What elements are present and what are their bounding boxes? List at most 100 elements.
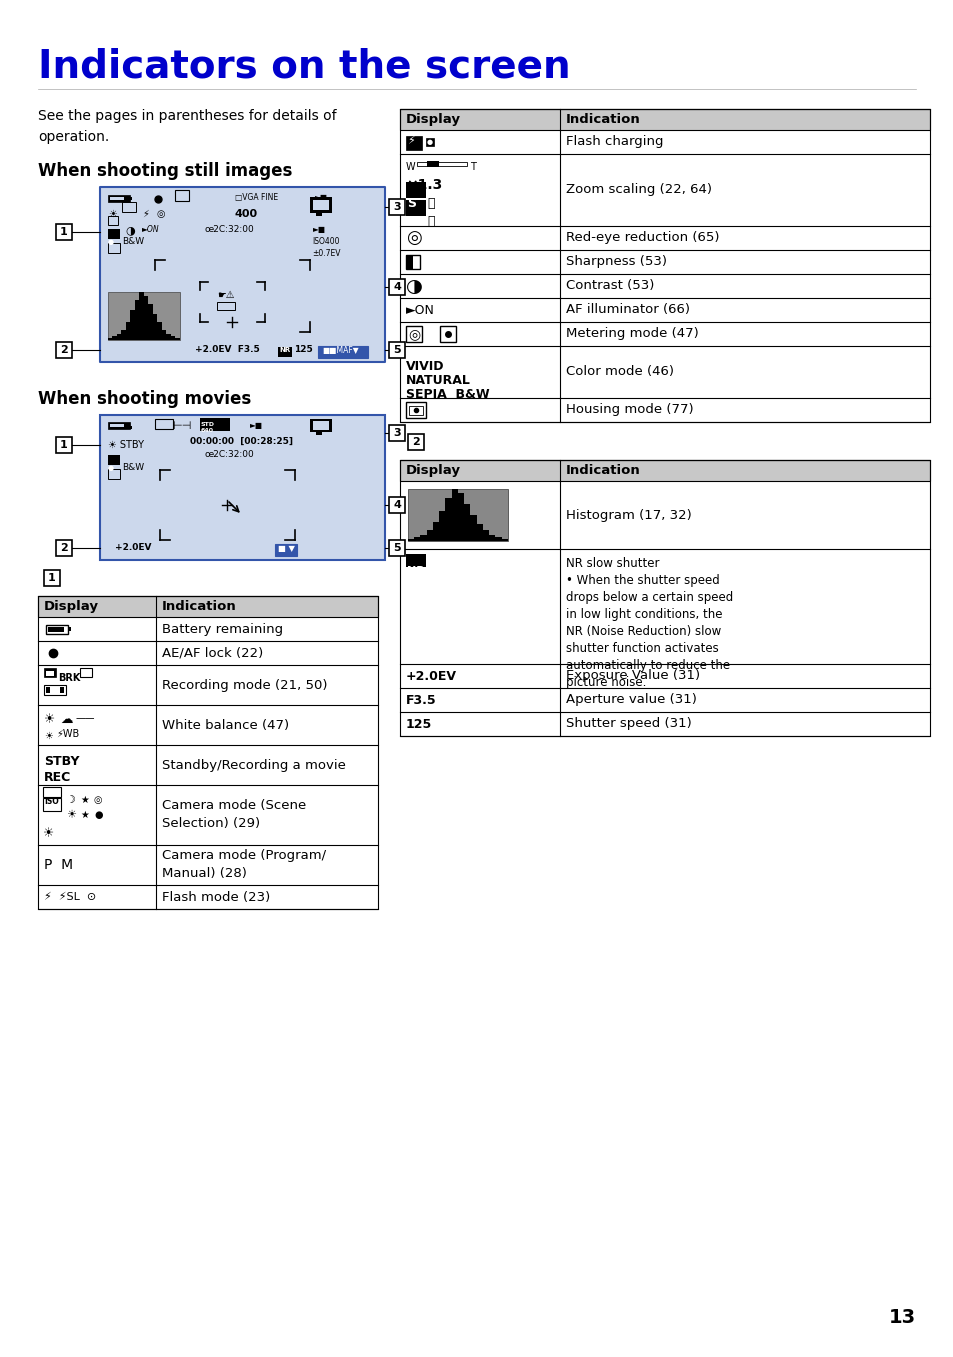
Bar [399, 109, 929, 130]
Bar [126, 322, 131, 341]
Bar [38, 596, 377, 617]
Bar [399, 250, 929, 274]
Bar [43, 787, 61, 797]
Bar [108, 195, 130, 202]
Bar [122, 202, 136, 212]
Text: 00:00:00  [00:28:25]: 00:00:00 [00:28:25] [190, 437, 293, 446]
Bar [144, 296, 149, 341]
Bar [495, 536, 501, 541]
Bar [110, 197, 124, 199]
Bar [108, 470, 120, 479]
Bar [277, 347, 292, 357]
Bar [389, 425, 405, 441]
Bar [121, 330, 126, 341]
Text: W: W [406, 161, 416, 172]
Bar [117, 334, 121, 341]
Bar [439, 326, 456, 342]
Text: ISO400: ISO400 [312, 237, 339, 246]
Text: B&W: B&W [122, 463, 144, 472]
Text: 4: 4 [393, 499, 400, 510]
Bar [399, 712, 929, 735]
Bar [175, 338, 180, 341]
Text: ⊢⊣: ⊢⊣ [172, 421, 192, 432]
Text: ►ON: ►ON [406, 304, 435, 316]
Bar [433, 521, 438, 541]
Bar [408, 434, 423, 451]
Text: 🔍: 🔍 [427, 197, 434, 210]
Bar [452, 489, 457, 541]
Text: ⚡: ⚡ [142, 209, 149, 218]
Bar [313, 199, 329, 210]
Text: NR: NR [407, 566, 424, 575]
Bar [130, 426, 132, 429]
Text: 1: 1 [60, 440, 68, 451]
Text: Zoom scaling (22, 64): Zoom scaling (22, 64) [565, 183, 711, 197]
Bar [399, 274, 929, 299]
Text: Red-eye reduction (65): Red-eye reduction (65) [565, 232, 719, 244]
Text: Flash mode (23): Flash mode (23) [162, 890, 270, 904]
Bar [100, 415, 385, 560]
Text: 400: 400 [234, 209, 258, 218]
Bar [80, 668, 91, 677]
Bar [399, 130, 929, 153]
Text: AF illuminator (66): AF illuminator (66) [565, 304, 689, 316]
Bar [60, 687, 64, 693]
Bar [406, 255, 413, 269]
Text: Battery remaining: Battery remaining [162, 623, 283, 635]
Bar [399, 346, 929, 398]
Text: ——: —— [76, 712, 95, 723]
Bar [389, 342, 405, 358]
Bar [408, 539, 414, 541]
Text: NR slow shutter
• When the shutter speed
drops below a certain speed
in low ligh: NR slow shutter • When the shutter speed… [565, 556, 733, 689]
Bar [167, 334, 171, 341]
Bar [48, 627, 64, 632]
Bar [38, 665, 377, 706]
Bar [152, 313, 157, 341]
Bar [409, 406, 422, 415]
Text: ●: ● [108, 239, 114, 246]
Text: ×1.3: ×1.3 [406, 178, 442, 191]
Text: BRK: BRK [58, 673, 80, 683]
Text: Flash charging: Flash charging [565, 136, 662, 148]
Text: Display: Display [406, 464, 460, 478]
Text: NATURAL: NATURAL [406, 375, 471, 387]
Bar [108, 292, 180, 341]
Text: REC: REC [44, 771, 71, 784]
Text: 1: 1 [60, 227, 68, 237]
Text: P: P [407, 214, 416, 228]
Bar [399, 398, 929, 422]
Text: Indication: Indication [565, 113, 640, 126]
Bar [38, 596, 377, 909]
Bar [112, 337, 117, 341]
Bar [149, 304, 152, 341]
Bar [216, 303, 234, 309]
Text: Indicators on the screen: Indicators on the screen [38, 47, 570, 85]
Text: ►■: ►■ [250, 421, 263, 430]
Bar [310, 197, 332, 213]
Bar [313, 421, 329, 430]
Bar [46, 687, 50, 693]
Text: œ2C:32:00: œ2C:32:00 [205, 451, 254, 459]
Bar [416, 161, 467, 166]
Text: ■ ▼: ■ ▼ [277, 544, 294, 552]
Bar [200, 418, 230, 432]
Text: STBY: STBY [44, 754, 79, 768]
Text: ☀: ☀ [108, 209, 116, 218]
Bar [482, 531, 489, 541]
Text: 640: 640 [201, 427, 213, 433]
Bar [420, 535, 426, 541]
Text: ★: ★ [80, 810, 89, 820]
Bar [406, 554, 426, 567]
Bar [100, 187, 385, 362]
Text: 3: 3 [393, 427, 400, 438]
Bar [399, 480, 929, 550]
Text: ◎: ◎ [408, 327, 419, 341]
Text: Color mode (46): Color mode (46) [565, 365, 673, 379]
Text: Aperture value (31): Aperture value (31) [565, 693, 696, 707]
Text: ►ON: ►ON [142, 225, 159, 233]
Text: ⚡  ⚡SL  ⊙: ⚡ ⚡SL ⊙ [44, 892, 96, 902]
Text: ±0.7EV: ±0.7EV [312, 248, 340, 258]
Bar [43, 798, 61, 811]
Bar [406, 402, 426, 418]
Bar [489, 535, 495, 541]
